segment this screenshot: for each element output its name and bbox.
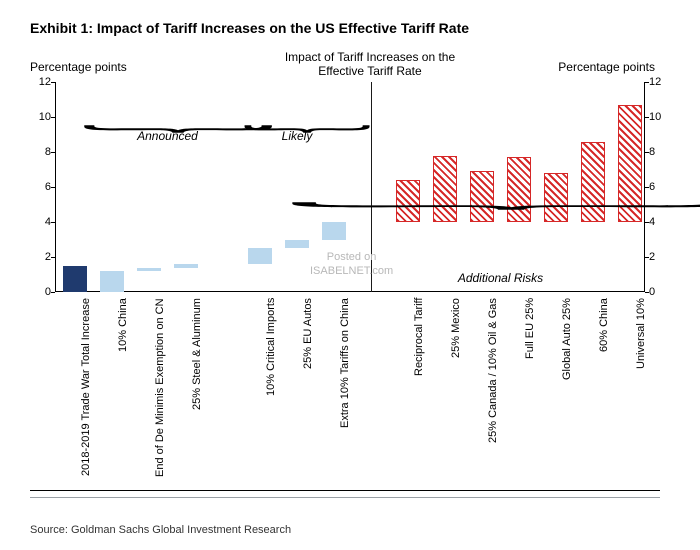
exhibit-title: Exhibit 1: Impact of Tariff Increases on… <box>30 20 469 36</box>
ytick-left: 8 <box>27 146 51 158</box>
group-label: Additional Risks <box>431 271 571 285</box>
chart-plot-area: 002244668810101212 <box>55 82 645 292</box>
bar <box>248 248 272 264</box>
brace-icon: ︷ <box>280 200 700 229</box>
ytick-left: 12 <box>27 76 51 88</box>
chart-subtitle: Impact of Tariff Increases on the Effect… <box>270 50 470 79</box>
ytick-left: 4 <box>27 216 51 228</box>
source-text: Source: Goldman Sachs Global Investment … <box>30 524 291 536</box>
ytick-right: 2 <box>649 251 673 263</box>
separator-bottom <box>30 497 660 498</box>
x-axis-label: Reciprocal Tariff <box>413 298 425 376</box>
bar <box>100 271 124 292</box>
ytick-right: 0 <box>649 286 673 298</box>
separator-top <box>30 490 660 491</box>
x-axis-label: 25% Steel & Aluminum <box>191 298 203 410</box>
x-axis-line <box>55 291 645 292</box>
ytick-right: 8 <box>649 146 673 158</box>
vertical-divider <box>371 82 372 292</box>
brace-icon: ︷ <box>241 123 373 152</box>
bar <box>63 266 87 292</box>
x-axis-label: 10% China <box>117 298 129 352</box>
x-axis-label: 2018-2019 Trade War Total Increase <box>80 298 92 476</box>
x-axis-label: 25% Mexico <box>450 298 462 358</box>
x-axis-label: Full EU 25% <box>524 298 536 359</box>
x-axis-label: Universal 10% <box>635 298 647 369</box>
x-axis-label: 60% China <box>598 298 610 352</box>
x-axis-label: End of De Minimis Exemption on CN <box>154 298 166 477</box>
ytick-right: 10 <box>649 111 673 123</box>
ytick-right: 12 <box>649 76 673 88</box>
ytick-left: 2 <box>27 251 51 263</box>
x-axis-label: Extra 10% Tariffs on China <box>339 298 351 428</box>
x-axis-label: 25% Canada / 10% Oil & Gas <box>487 298 499 443</box>
y-axis-line-left <box>55 82 56 292</box>
ytick-left: 6 <box>27 181 51 193</box>
y-axis-label-left: Percentage points <box>30 60 127 74</box>
bar <box>174 264 198 268</box>
ytick-left: 0 <box>27 286 51 298</box>
bar <box>137 268 161 272</box>
y-axis-label-right: Percentage points <box>558 60 655 74</box>
x-axis-label: Global Auto 25% <box>561 298 573 380</box>
bar <box>285 240 309 249</box>
ytick-left: 10 <box>27 111 51 123</box>
ytick-right: 6 <box>649 181 673 193</box>
x-axis-label: 25% EU Autos <box>302 298 314 369</box>
x-axis-label: 10% Critical Imports <box>265 298 277 396</box>
